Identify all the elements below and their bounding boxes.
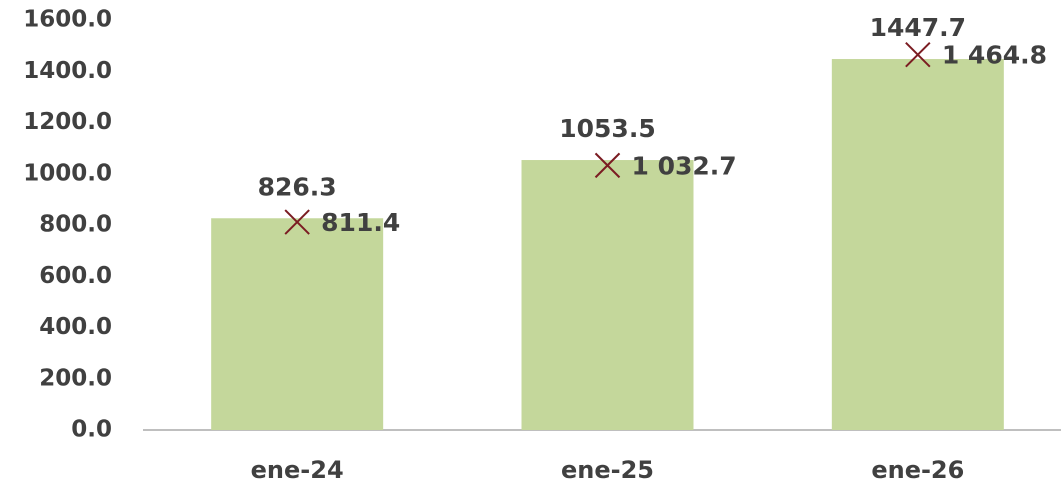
y-tick-label: 1600.0	[23, 7, 112, 33]
bar	[211, 218, 384, 430]
x-tick-label: ene-26	[871, 456, 964, 484]
marker-stroke	[905, 41, 931, 68]
y-tick-label: 400.0	[39, 314, 112, 340]
y-tick-label: 1400.0	[23, 58, 112, 84]
y-tick-label: 1000.0	[23, 160, 112, 186]
bar	[831, 59, 1004, 430]
bar-value-label: 826.3	[258, 172, 337, 201]
bar-value-label: 1447.7	[870, 13, 966, 42]
y-tick-label: 200.0	[39, 365, 112, 391]
y-tick-label: 0.0	[71, 417, 112, 443]
marker-value-label: 811.4	[321, 208, 400, 237]
marker-value-label: 1 032.7	[632, 151, 737, 180]
y-tick-label: 1200.0	[23, 109, 112, 135]
marker-stroke	[594, 152, 621, 179]
x-tick-label: ene-25	[561, 456, 654, 484]
bar-value-label: 1053.5	[559, 114, 655, 143]
bar	[521, 160, 694, 430]
marker-value-label: 1 464.8	[942, 41, 1047, 70]
marker	[905, 41, 931, 68]
marker	[284, 209, 310, 235]
marker	[594, 152, 621, 179]
y-tick-label: 800.0	[39, 212, 112, 238]
marker-stroke	[284, 209, 310, 235]
y-tick-label: 600.0	[39, 263, 112, 289]
x-tick-label: ene-24	[251, 456, 344, 484]
